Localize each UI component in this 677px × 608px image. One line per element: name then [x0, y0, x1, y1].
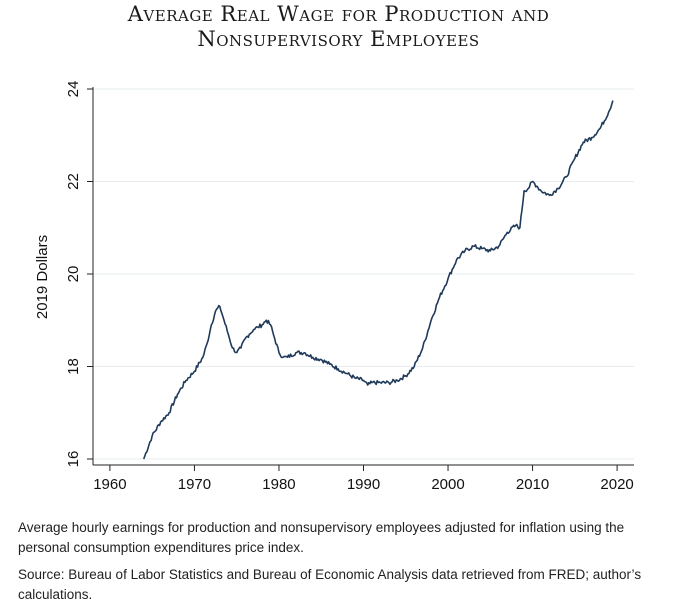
chart-note: Average hourly earnings for production a… — [18, 520, 625, 555]
x-ticks: 1960 1970 1980 1990 2000 2010 2020 — [93, 465, 634, 493]
y-tick-label: 22 — [65, 173, 82, 190]
x-tick-label: 2000 — [431, 476, 464, 493]
chart-source: Source: Bureau of Labor Statistics and B… — [18, 567, 642, 602]
y-tick-label: 24 — [65, 81, 82, 98]
axes — [92, 87, 634, 466]
series-line-0 — [142, 100, 614, 460]
x-tick-label: 1960 — [93, 476, 126, 493]
x-tick-label: 1990 — [347, 476, 380, 493]
x-tick-label: 1970 — [178, 476, 211, 493]
x-tick-label: 1980 — [262, 476, 295, 493]
x-tick-label: 2020 — [600, 476, 633, 493]
series-group — [142, 100, 614, 460]
gridlines — [93, 88, 634, 460]
y-tick-label: 18 — [65, 358, 82, 375]
y-tick-label: 20 — [65, 266, 82, 283]
x-tick-label: 2010 — [516, 476, 549, 493]
y-ticks: 16 18 20 22 24 — [65, 81, 93, 468]
chart-title-line-1: Average Real Wage for Production and — [127, 2, 550, 26]
chart-title-line-2: Nonsupervisory Employees — [197, 27, 480, 51]
y-tick-label: 16 — [65, 451, 82, 468]
y-axis-label: 2019 Dollars — [34, 235, 51, 319]
